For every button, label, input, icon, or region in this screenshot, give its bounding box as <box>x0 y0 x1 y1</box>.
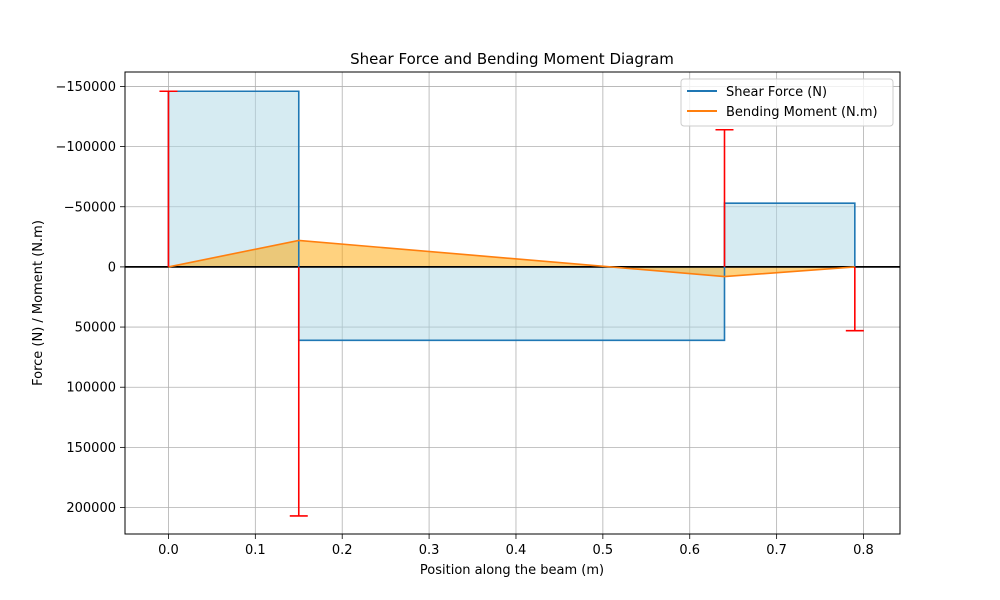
plot-frame <box>124 71 901 535</box>
series-lines <box>167 90 856 342</box>
x-ticks: 0.0 0.1 0.2 0.3 0.4 0.5 0.6 0.7 0.8 <box>158 534 874 558</box>
x-tick-label-0: 0.0 <box>158 543 179 558</box>
y-tick-label-5: 100000 <box>66 381 116 396</box>
series-line-0 <box>167 90 856 342</box>
y-tick-label-7: 200000 <box>66 501 116 516</box>
reaction-markers <box>159 90 864 517</box>
x-axis-label: Position along the beam (m) <box>420 563 604 578</box>
legend-label-shear: Shear Force (N) <box>726 85 827 100</box>
legend: Shear Force (N) Bending Moment (N.m) <box>680 78 894 127</box>
x-tick-label-4: 0.4 <box>506 543 527 558</box>
y-tick-label-6: 150000 <box>66 441 116 456</box>
y-tick-label-0: −150000 <box>55 80 116 95</box>
y-tick-label-3: 0 <box>108 260 116 275</box>
y-tick-label-2: −50000 <box>64 200 116 215</box>
chart-title: Shear Force and Bending Moment Diagram <box>350 50 674 68</box>
y-ticks: −150000 −100000 −50000 0 50000 100000 150000 20… <box>55 80 125 516</box>
x-tick-label-8: 0.8 <box>853 543 874 558</box>
y-tick-label-1: −100000 <box>55 140 116 155</box>
x-tick-label-6: 0.6 <box>679 543 700 558</box>
series-line-1 <box>168 239 855 278</box>
legend-box <box>680 78 894 127</box>
legend-label-moment: Bending Moment (N.m) <box>726 105 878 120</box>
x-tick-label-5: 0.5 <box>593 543 614 558</box>
series-fill-0 <box>168 91 855 341</box>
x-tick-label-2: 0.2 <box>332 543 353 558</box>
x-tick-label-7: 0.7 <box>766 543 787 558</box>
y-tick-label-4: 50000 <box>75 321 116 336</box>
x-tick-label-3: 0.3 <box>419 543 440 558</box>
y-axis-label: Force (N) / Moment (N.m) <box>31 220 46 386</box>
x-tick-label-1: 0.1 <box>245 543 266 558</box>
